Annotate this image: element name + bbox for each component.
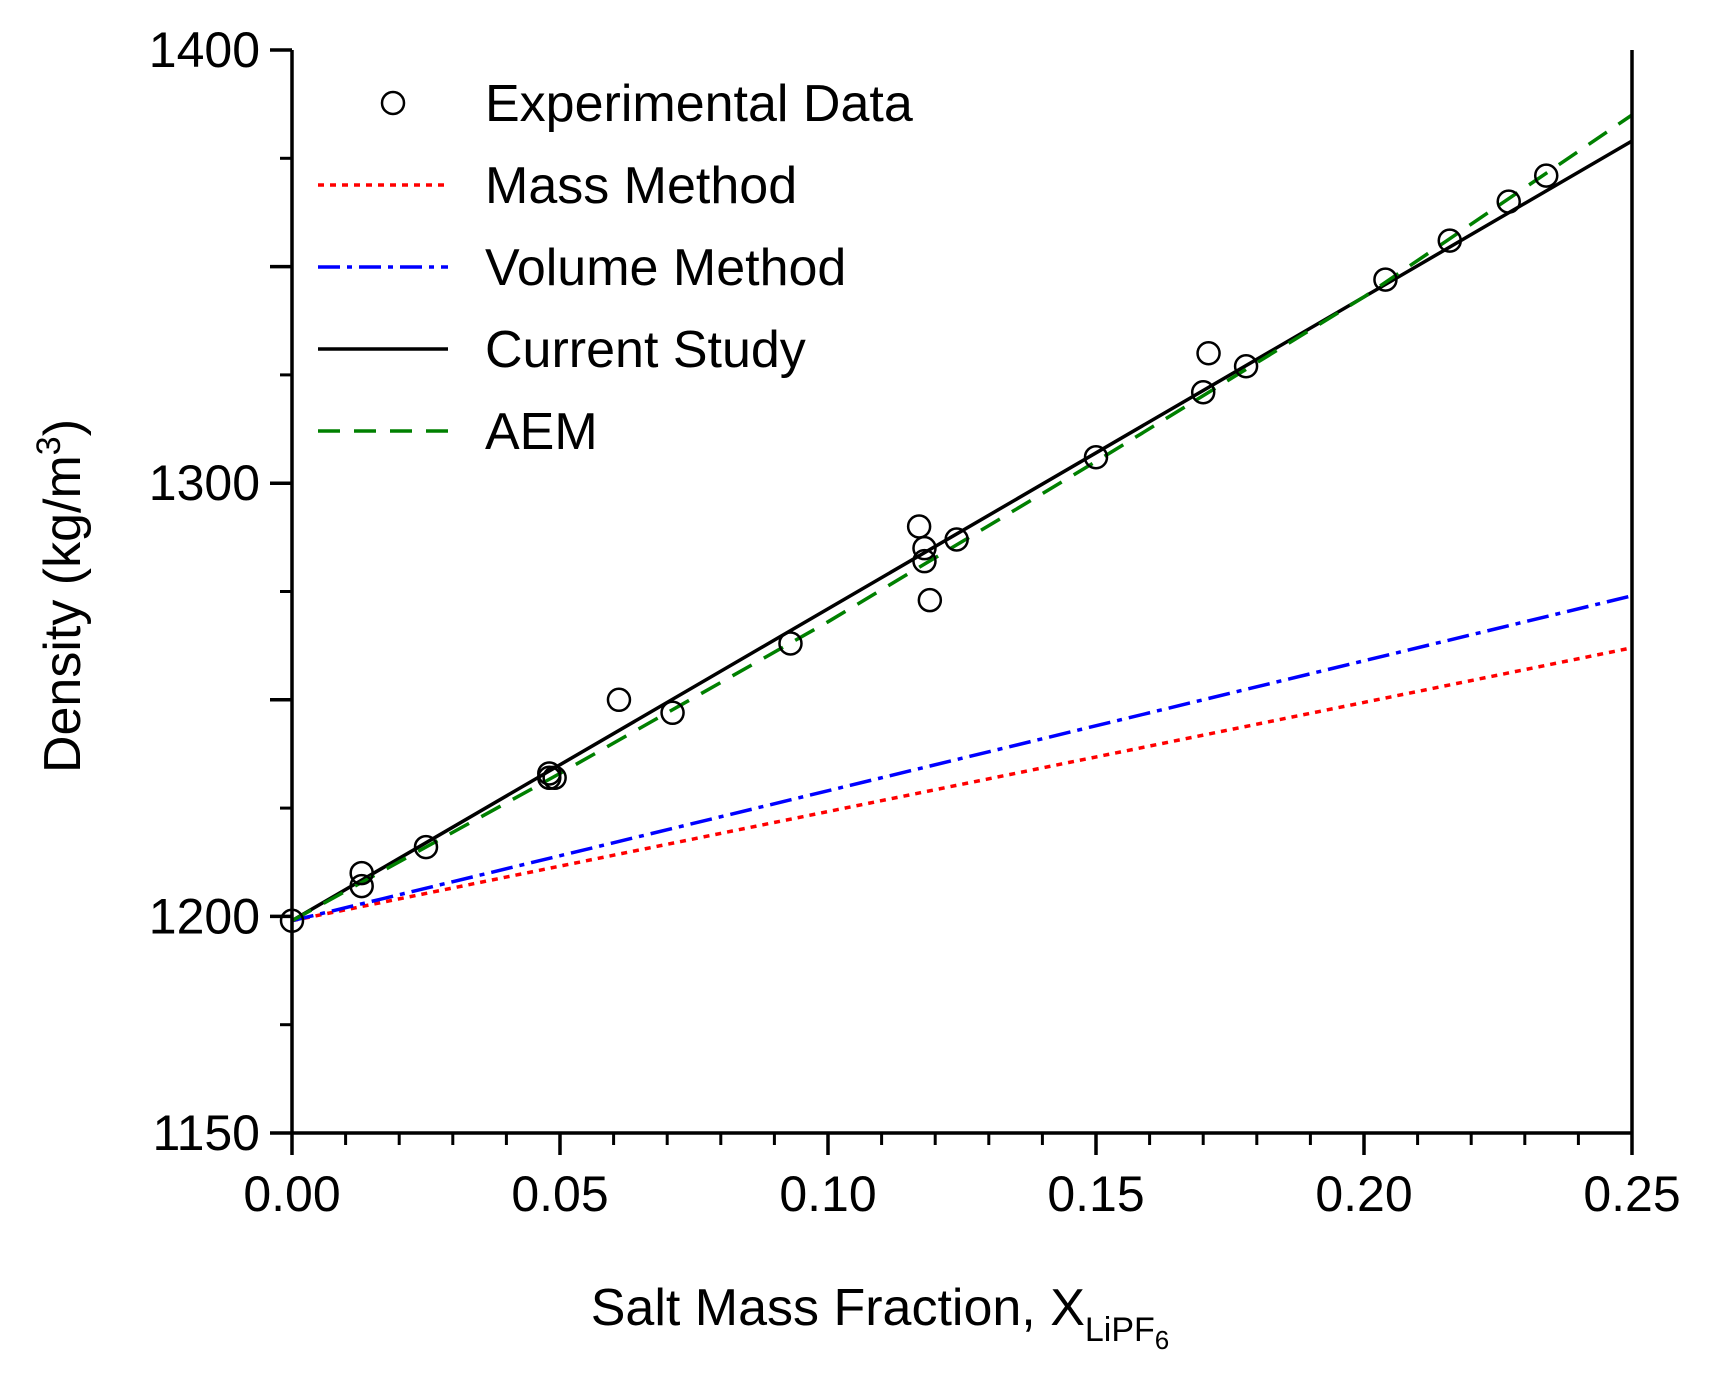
- series-mass-method-line: [292, 646, 1632, 923]
- series-aem-line: [292, 113, 1632, 923]
- data-point: [912, 548, 937, 574]
- data-point: [778, 631, 803, 656]
- data-point: [1083, 444, 1109, 470]
- series-volume-method-line: [292, 594, 1632, 923]
- y-tick-label: 1400: [149, 22, 260, 78]
- legend-item-mass-method: Mass Method: [318, 157, 797, 215]
- series-layer: [292, 113, 1632, 923]
- y-axis-title: Density (kg/m3): [30, 419, 92, 773]
- x-tick-label: 0.10: [779, 1166, 876, 1222]
- legend-item-volume-method: Volume Method: [318, 239, 846, 297]
- data-point: [542, 765, 567, 791]
- data-point: [1437, 228, 1463, 253]
- data-point: [917, 587, 943, 613]
- data-point: [912, 535, 937, 561]
- legend-marker: [380, 90, 406, 116]
- data-point: [660, 700, 685, 726]
- ticks-layer: 0.00 0.05 0.10 0.15 0.20 0.25 1150 1200 1300 1400: [149, 22, 1681, 1222]
- data-point: [413, 834, 439, 860]
- legend-label: Experimental Data: [485, 75, 913, 133]
- legend: Experimental Data Mass Method Volume Metho…: [318, 75, 913, 461]
- x-tick-label: 0.15: [1047, 1166, 1144, 1222]
- data-point: [1373, 267, 1398, 292]
- x-tick-label: 0.25: [1583, 1166, 1680, 1222]
- y-tick-label: 1150: [152, 1105, 260, 1161]
- points-layer: [279, 163, 1559, 933]
- y-tick-label: 1300: [149, 455, 260, 511]
- x-tick-label: 0.05: [511, 1166, 608, 1222]
- legend-item-aem: AEM: [318, 403, 598, 461]
- x-axis-title: Salt Mass Fraction, XLiPF6: [591, 1279, 1170, 1355]
- legend-label: Mass Method: [485, 157, 797, 215]
- legend-label: Volume Method: [485, 239, 846, 297]
- data-point: [906, 514, 932, 539]
- x-tick-label: 0.00: [243, 1166, 340, 1222]
- data-point: [1196, 340, 1221, 366]
- data-point: [1533, 163, 1559, 188]
- data-point: [944, 527, 969, 552]
- legend-item-experimental-data: Experimental Data: [380, 75, 913, 133]
- data-point: [537, 761, 562, 786]
- data-point: [1496, 189, 1521, 214]
- x-tick-label: 0.20: [1315, 1166, 1412, 1222]
- legend-label: Current Study: [485, 321, 806, 379]
- data-point: [1233, 353, 1259, 379]
- data-point: [349, 873, 374, 899]
- legend-label: AEM: [485, 403, 598, 461]
- legend-item-current-study: Current Study: [318, 321, 806, 379]
- data-point: [349, 860, 374, 886]
- data-point: [1190, 379, 1216, 405]
- y-tick-label: 1200: [149, 888, 260, 944]
- data-point: [606, 687, 632, 713]
